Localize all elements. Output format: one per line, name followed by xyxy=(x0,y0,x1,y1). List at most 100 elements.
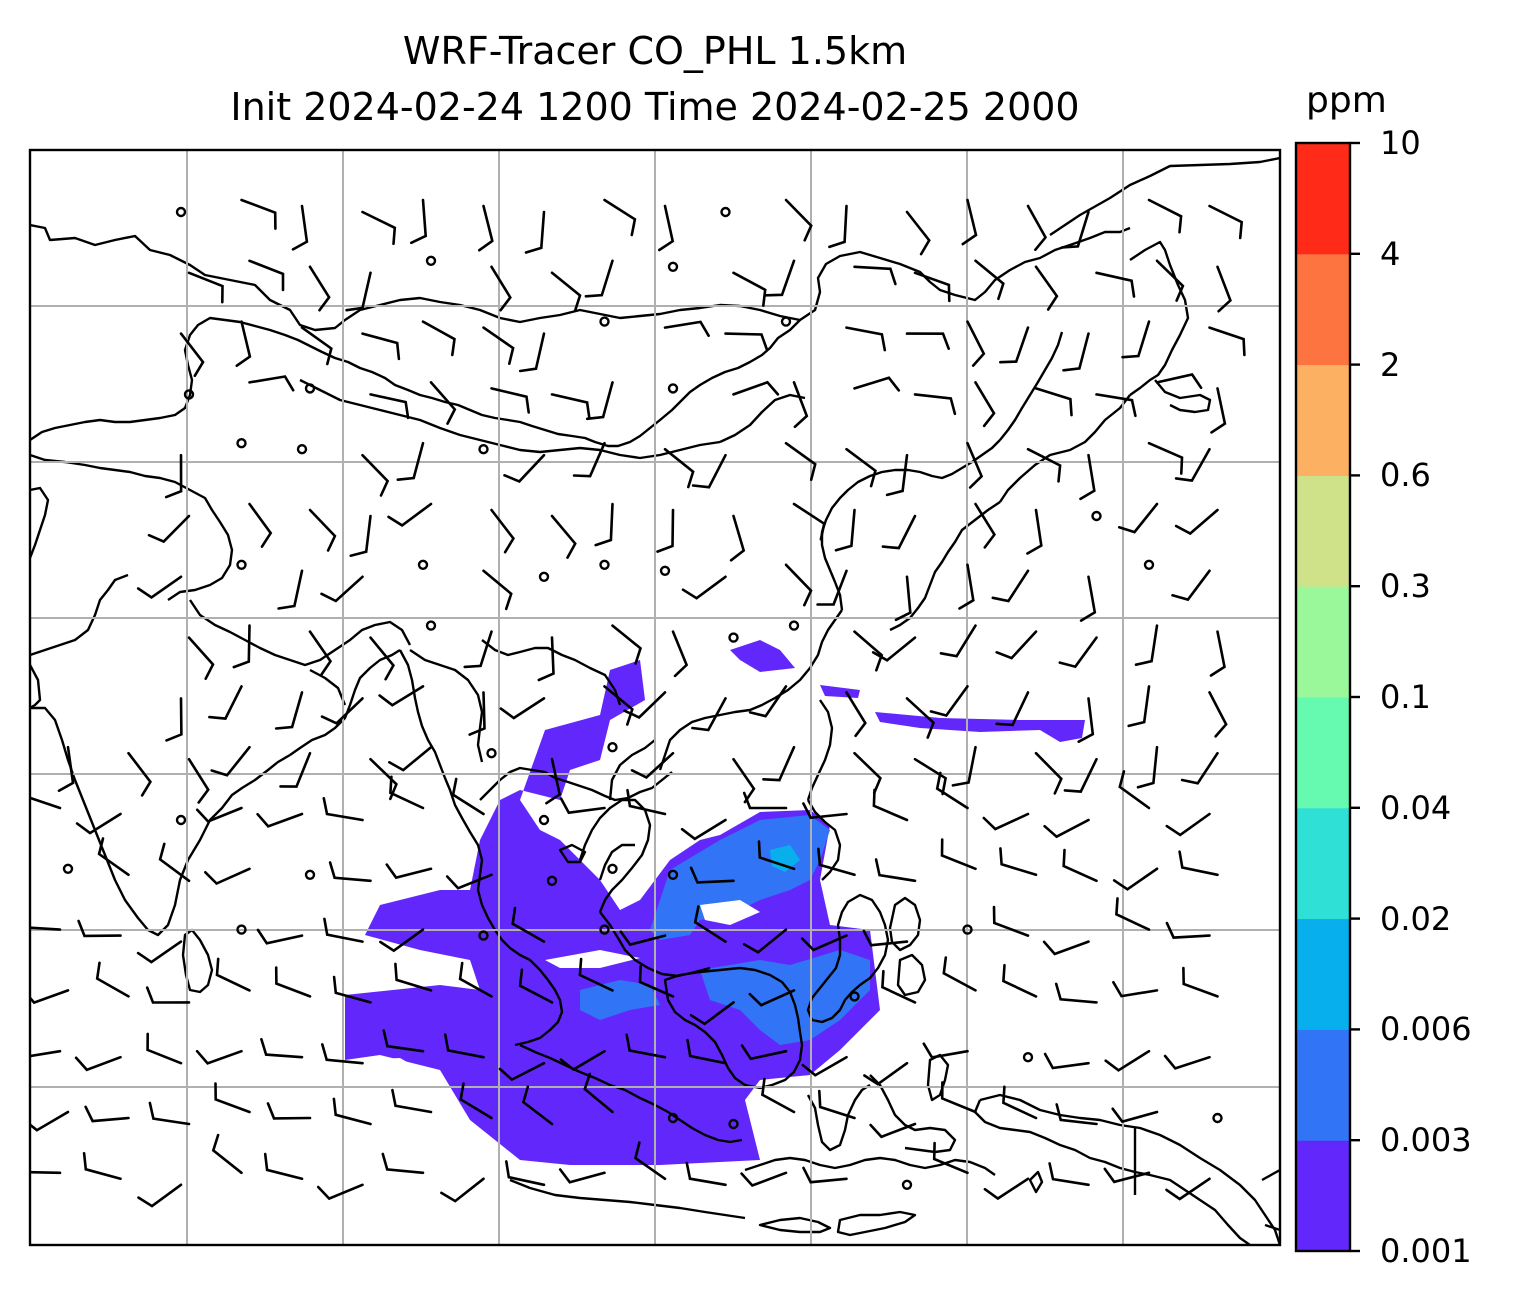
wind-barb xyxy=(559,797,606,815)
wind-barb-calm xyxy=(1022,1051,1034,1063)
wind-barb xyxy=(323,917,364,943)
wind-barb xyxy=(693,905,727,943)
wind-barb xyxy=(619,930,667,947)
wind-barb xyxy=(757,840,796,871)
wind-barb xyxy=(1002,1085,1038,1120)
wind-barb xyxy=(872,788,909,822)
border-line xyxy=(309,668,347,706)
wind-barb xyxy=(361,332,401,361)
coastline xyxy=(519,1043,743,1144)
wind-barb xyxy=(208,685,243,720)
wind-barb-calm xyxy=(62,863,74,874)
coastline xyxy=(30,486,50,559)
wind-barb xyxy=(792,502,826,541)
wind-barb xyxy=(656,508,675,553)
wind-barb xyxy=(951,745,977,787)
wind-barb xyxy=(75,812,122,835)
wind-barb xyxy=(550,393,591,420)
wind-barb xyxy=(885,453,909,497)
wind-barb xyxy=(784,563,813,607)
wind-barb xyxy=(1058,636,1098,669)
wind-barb xyxy=(537,636,555,682)
wind-barb xyxy=(394,962,433,992)
wind-barb-calm xyxy=(538,814,550,826)
colorbar-segment xyxy=(1296,918,1350,1030)
wind-barb xyxy=(1208,691,1228,738)
wind-barb xyxy=(248,502,273,548)
coastline xyxy=(1261,1168,1280,1182)
wind-barb xyxy=(1165,812,1211,837)
wind-barb xyxy=(274,691,304,730)
wind-barb xyxy=(322,797,364,822)
wind-barb xyxy=(929,685,969,717)
wind-barb xyxy=(603,685,634,726)
wind-barb xyxy=(816,569,848,606)
wind-barb xyxy=(905,697,936,739)
wind-barb xyxy=(1117,502,1159,534)
wind-barb xyxy=(505,1160,546,1187)
wind-barb xyxy=(1062,332,1090,372)
wind-barb xyxy=(277,569,304,610)
wind-barb xyxy=(1043,818,1090,839)
wind-barb xyxy=(482,569,513,611)
wind-barb xyxy=(1182,966,1219,998)
wind-barb xyxy=(594,502,614,547)
wind-barb xyxy=(256,928,304,945)
wind-barb xyxy=(966,320,986,367)
wind-barb xyxy=(862,929,909,947)
wind-barb xyxy=(1095,271,1136,298)
wind-barb xyxy=(382,1029,425,1053)
coastline xyxy=(1129,240,1190,396)
wind-barb xyxy=(349,514,372,557)
colorbar-tick-label: 0.003 xyxy=(1380,1121,1472,1160)
wind-barb-calm xyxy=(296,444,308,455)
wind-barb xyxy=(881,969,917,1004)
wind-barb xyxy=(1178,850,1219,877)
wind-barb xyxy=(158,842,191,883)
colorbar-segment xyxy=(1296,364,1350,476)
wind-barb xyxy=(1034,265,1059,311)
wind-barb xyxy=(30,796,62,810)
plume-high-spot xyxy=(770,845,800,872)
wind-barb xyxy=(332,1097,372,1126)
wind-barb xyxy=(164,453,183,499)
wind-barb xyxy=(724,332,769,351)
map-frame xyxy=(28,148,1282,1247)
wind-barb-calm xyxy=(962,924,973,935)
wind-barb xyxy=(853,265,897,286)
wind-barb xyxy=(874,858,917,883)
wind-barb xyxy=(1147,198,1183,234)
colorbar-segment xyxy=(1296,807,1350,920)
wind-barb xyxy=(248,375,295,392)
coastline xyxy=(509,1178,746,1220)
wind-barb xyxy=(584,259,614,298)
wind-barb-calm xyxy=(667,261,679,272)
wind-barb xyxy=(490,387,530,414)
wind-barb xyxy=(214,1082,251,1114)
wind-barb xyxy=(748,685,788,718)
coastline xyxy=(744,1156,996,1176)
wind-barb xyxy=(585,381,614,421)
wind-barb xyxy=(263,1152,304,1181)
wind-barb-calm xyxy=(175,814,187,826)
wind-barb xyxy=(1115,897,1151,931)
wind-barb xyxy=(764,259,796,297)
wind-barb xyxy=(396,441,425,481)
wind-barb xyxy=(801,1055,848,1077)
wind-barb xyxy=(1165,1177,1211,1201)
coastline xyxy=(30,223,1131,332)
wind-barb xyxy=(845,447,877,488)
border-line xyxy=(299,378,721,460)
wind-barb xyxy=(204,867,251,886)
coastline xyxy=(896,953,927,997)
wind-barb xyxy=(146,1032,183,1065)
wind-barb-calm xyxy=(236,438,247,449)
wind-barb xyxy=(195,806,243,824)
wind-barb xyxy=(511,906,546,943)
wind-barb xyxy=(1079,453,1096,501)
wind-barb-calm xyxy=(788,620,800,631)
colorbar-tick-label: 0.3 xyxy=(1380,567,1431,606)
wind-barb xyxy=(499,697,546,720)
wind-barb-calm xyxy=(901,1179,913,1191)
coastline xyxy=(999,331,1064,441)
